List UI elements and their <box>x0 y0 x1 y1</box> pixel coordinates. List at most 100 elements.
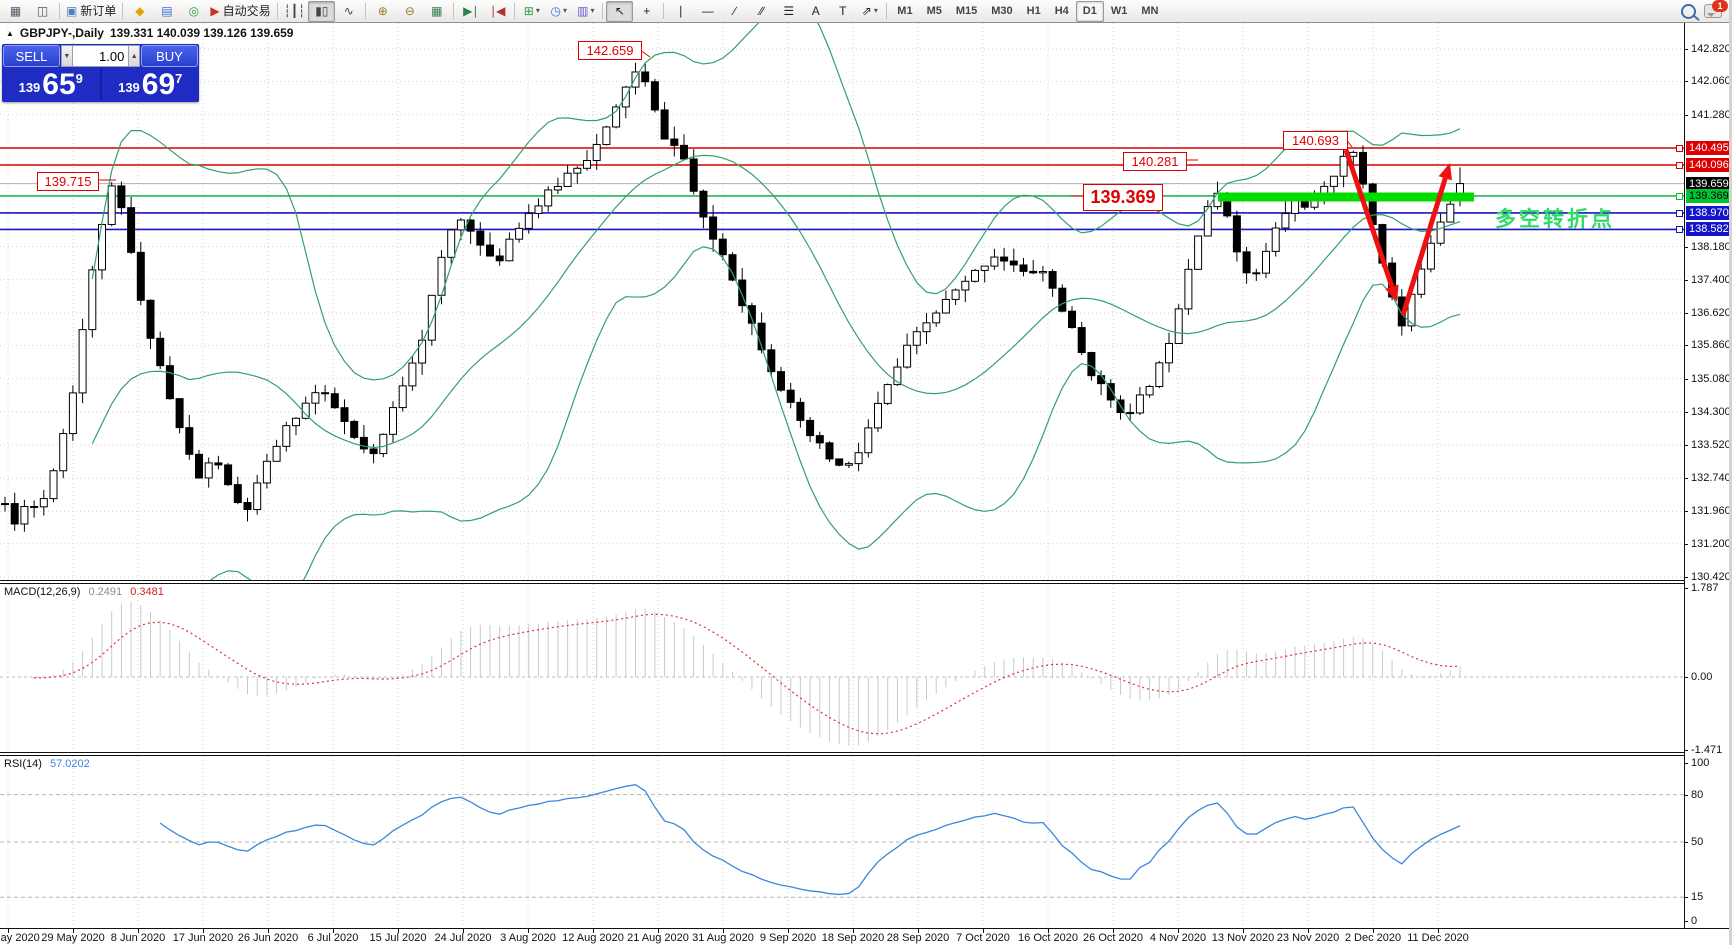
date-axis-tick <box>1113 929 1114 933</box>
trend-arrow[interactable] <box>1400 177 1448 316</box>
price-axis-tick <box>1684 411 1688 413</box>
vertical-line-icon[interactable]: ∣ <box>677 4 684 18</box>
turning-point-annotation[interactable]: 多空转折点 <box>1495 208 1615 231</box>
ask-price[interactable]: 139 69 7 <box>102 68 200 100</box>
chat-icon[interactable]: 1 <box>1704 0 1728 18</box>
date-axis-label[interactable]: 6 Jul 2020 <box>307 932 359 944</box>
text-icon[interactable]: A <box>811 4 820 18</box>
panel-separator[interactable] <box>0 580 1684 584</box>
fibonacci-icon[interactable]: ☰ <box>783 4 795 18</box>
date-axis-label[interactable]: 21 Aug 2020 <box>627 932 689 944</box>
trend-arrow[interactable] <box>1343 149 1395 288</box>
toolbar-icons: ▦ ◫ ▣ 新订单 ◆ ▤ ◎ ▶ 自动交易 ┆┃┆ ▮▯ ∿ ⊕ ⊖ ▦ ▶∣ ∣◀ ⊞ ▾ ◷ ▾ ▥ ▾ ↖ + ∣ — ∕ ∕∕… <box>2 0 1681 22</box>
price-axis-label: 141.280 <box>1691 108 1731 121</box>
auto-scroll-icon[interactable]: ▶∣ <box>463 4 479 18</box>
date-axis-label[interactable]: 11 Dec 2020 <box>1407 932 1469 944</box>
find-symbol-icon[interactable]: ◫ <box>36 4 49 18</box>
timeframe-w1[interactable]: W1 <box>1110 5 1128 17</box>
timeframe-d1[interactable]: D1 <box>1075 0 1104 22</box>
support-zone-bar[interactable] <box>1218 192 1474 202</box>
date-axis-label[interactable]: 16 Oct 2020 <box>1018 932 1078 944</box>
sell-button[interactable]: SELL <box>3 45 60 67</box>
horizontal-line-icon[interactable]: — <box>701 4 714 18</box>
trendline-icon[interactable]: ∕ <box>733 4 736 18</box>
terminal-icon[interactable]: ▤ <box>161 4 173 18</box>
tile-windows-icon[interactable]: ▦ <box>431 4 443 18</box>
autotrading-icon[interactable]: ▶ 自动交易 <box>210 4 271 18</box>
date-axis-label[interactable]: 7 Oct 2020 <box>956 932 1010 944</box>
date-axis-label[interactable]: 28 Sep 2020 <box>886 932 950 944</box>
date-axis-label[interactable]: 29 May 2020 <box>41 932 105 944</box>
line-anchor-square <box>1676 226 1683 234</box>
cursor-icon[interactable]: ↖ <box>606 0 634 22</box>
candle-chart-mode-icon[interactable]: ▮▯ <box>308 0 336 22</box>
signals-icon[interactable]: ◎ <box>188 4 200 18</box>
volume-input[interactable] <box>72 45 129 67</box>
timeframe-m5[interactable]: M5 <box>926 5 942 17</box>
rsi-panel-canvas[interactable] <box>0 756 1684 928</box>
bid-price[interactable]: 139 65 9 <box>2 68 100 100</box>
date-axis-label[interactable]: 8 Jun 2020 <box>110 932 166 944</box>
date-axis-label[interactable]: 2 Dec 2020 <box>1344 932 1402 944</box>
date-axis-label[interactable]: 26 Oct 2020 <box>1083 932 1143 944</box>
buy-button[interactable]: BUY <box>141 45 198 67</box>
price-callout[interactable]: 139.715 <box>37 172 99 191</box>
price-callout[interactable]: 142.659 <box>578 41 642 60</box>
periods-icon[interactable]: ◷ ▾ <box>550 4 568 18</box>
crosshair-icon[interactable]: + <box>643 4 651 18</box>
panel-separator[interactable] <box>0 752 1684 756</box>
date-axis-label[interactable]: 23 Nov 2020 <box>1276 932 1340 944</box>
line-chart-mode-icon[interactable]: ∿ <box>343 4 354 18</box>
date-axis-label[interactable]: 20 May 2020 <box>0 932 40 944</box>
bar-chart-mode-icon[interactable]: ┆┃┆ <box>283 4 306 18</box>
price-callout[interactable]: 140.693 <box>1283 131 1348 150</box>
timeframe-m1[interactable]: M1 <box>897 5 913 17</box>
date-axis-label[interactable]: 15 Jul 2020 <box>369 932 427 944</box>
date-axis-label[interactable]: 26 Jun 2020 <box>237 932 299 944</box>
main-chart-canvas[interactable] <box>0 23 1684 580</box>
timeframe-m30[interactable]: M30 <box>991 5 1013 17</box>
rsi-axis-label: 50 <box>1691 836 1704 848</box>
trend-arrow-head[interactable] <box>1438 163 1452 181</box>
date-axis-label[interactable]: 9 Sep 2020 <box>759 932 817 944</box>
chart-window-icon[interactable]: ▦ <box>9 4 22 18</box>
date-axis-label[interactable]: 12 Aug 2020 <box>562 932 624 944</box>
date-axis-label[interactable]: 4 Nov 2020 <box>1149 932 1207 944</box>
price-axis-label: 142.060 <box>1691 75 1731 88</box>
zoom-out-icon[interactable]: ⊖ <box>404 4 415 18</box>
indicators-icon[interactable]: ⊞ ▾ <box>523 4 540 18</box>
date-axis-label[interactable]: 31 Aug 2020 <box>692 932 754 944</box>
volume-increase-button[interactable]: ▲ <box>128 45 140 67</box>
line-anchor-square <box>1676 161 1683 169</box>
price-callout[interactable]: 139.369 <box>1083 184 1163 211</box>
date-axis-label[interactable]: 13 Nov 2020 <box>1211 932 1275 944</box>
date-axis-label[interactable]: 17 Jun 2020 <box>172 932 234 944</box>
depth-of-market-icon[interactable]: ◆ <box>135 4 145 18</box>
price-axis-tick <box>1684 444 1688 446</box>
price-axis-tick <box>1684 312 1688 314</box>
timeframe-h1[interactable]: H1 <box>1026 5 1041 17</box>
price-axis-label: 138.180 <box>1691 240 1731 253</box>
new-order-icon[interactable]: ▣ 新订单 <box>66 4 117 18</box>
volume-decrease-button[interactable]: ▼ <box>61 45 73 67</box>
search-icon[interactable] <box>1681 3 1696 19</box>
zoom-in-icon[interactable]: ⊕ <box>377 4 388 18</box>
equidistant-channel-icon[interactable]: ∕∕ <box>759 4 764 18</box>
chart-shift-icon[interactable]: ∣◀ <box>490 4 506 18</box>
timeframe-m15[interactable]: M15 <box>955 5 978 17</box>
macd-axis-tick <box>1684 588 1688 589</box>
date-axis-tick <box>73 929 74 933</box>
trend-arrow-head[interactable] <box>1385 284 1399 302</box>
rsi-axis-tick <box>1684 842 1688 843</box>
price-callout[interactable]: 140.281 <box>1123 152 1187 171</box>
macd-panel-canvas[interactable] <box>0 584 1684 752</box>
timeframe-mn[interactable]: MN <box>1141 5 1159 17</box>
timeframe-h4[interactable]: H4 <box>1054 5 1069 17</box>
text-label-icon[interactable]: T <box>839 4 847 18</box>
date-axis-label[interactable]: 24 Jul 2020 <box>434 932 492 944</box>
templates-icon[interactable]: ▥ ▾ <box>577 4 595 18</box>
arrows-icon[interactable]: ⇗ ▾ <box>861 4 878 18</box>
date-axis-label[interactable]: 18 Sep 2020 <box>821 932 885 944</box>
date-axis-label[interactable]: 3 Aug 2020 <box>500 932 556 944</box>
